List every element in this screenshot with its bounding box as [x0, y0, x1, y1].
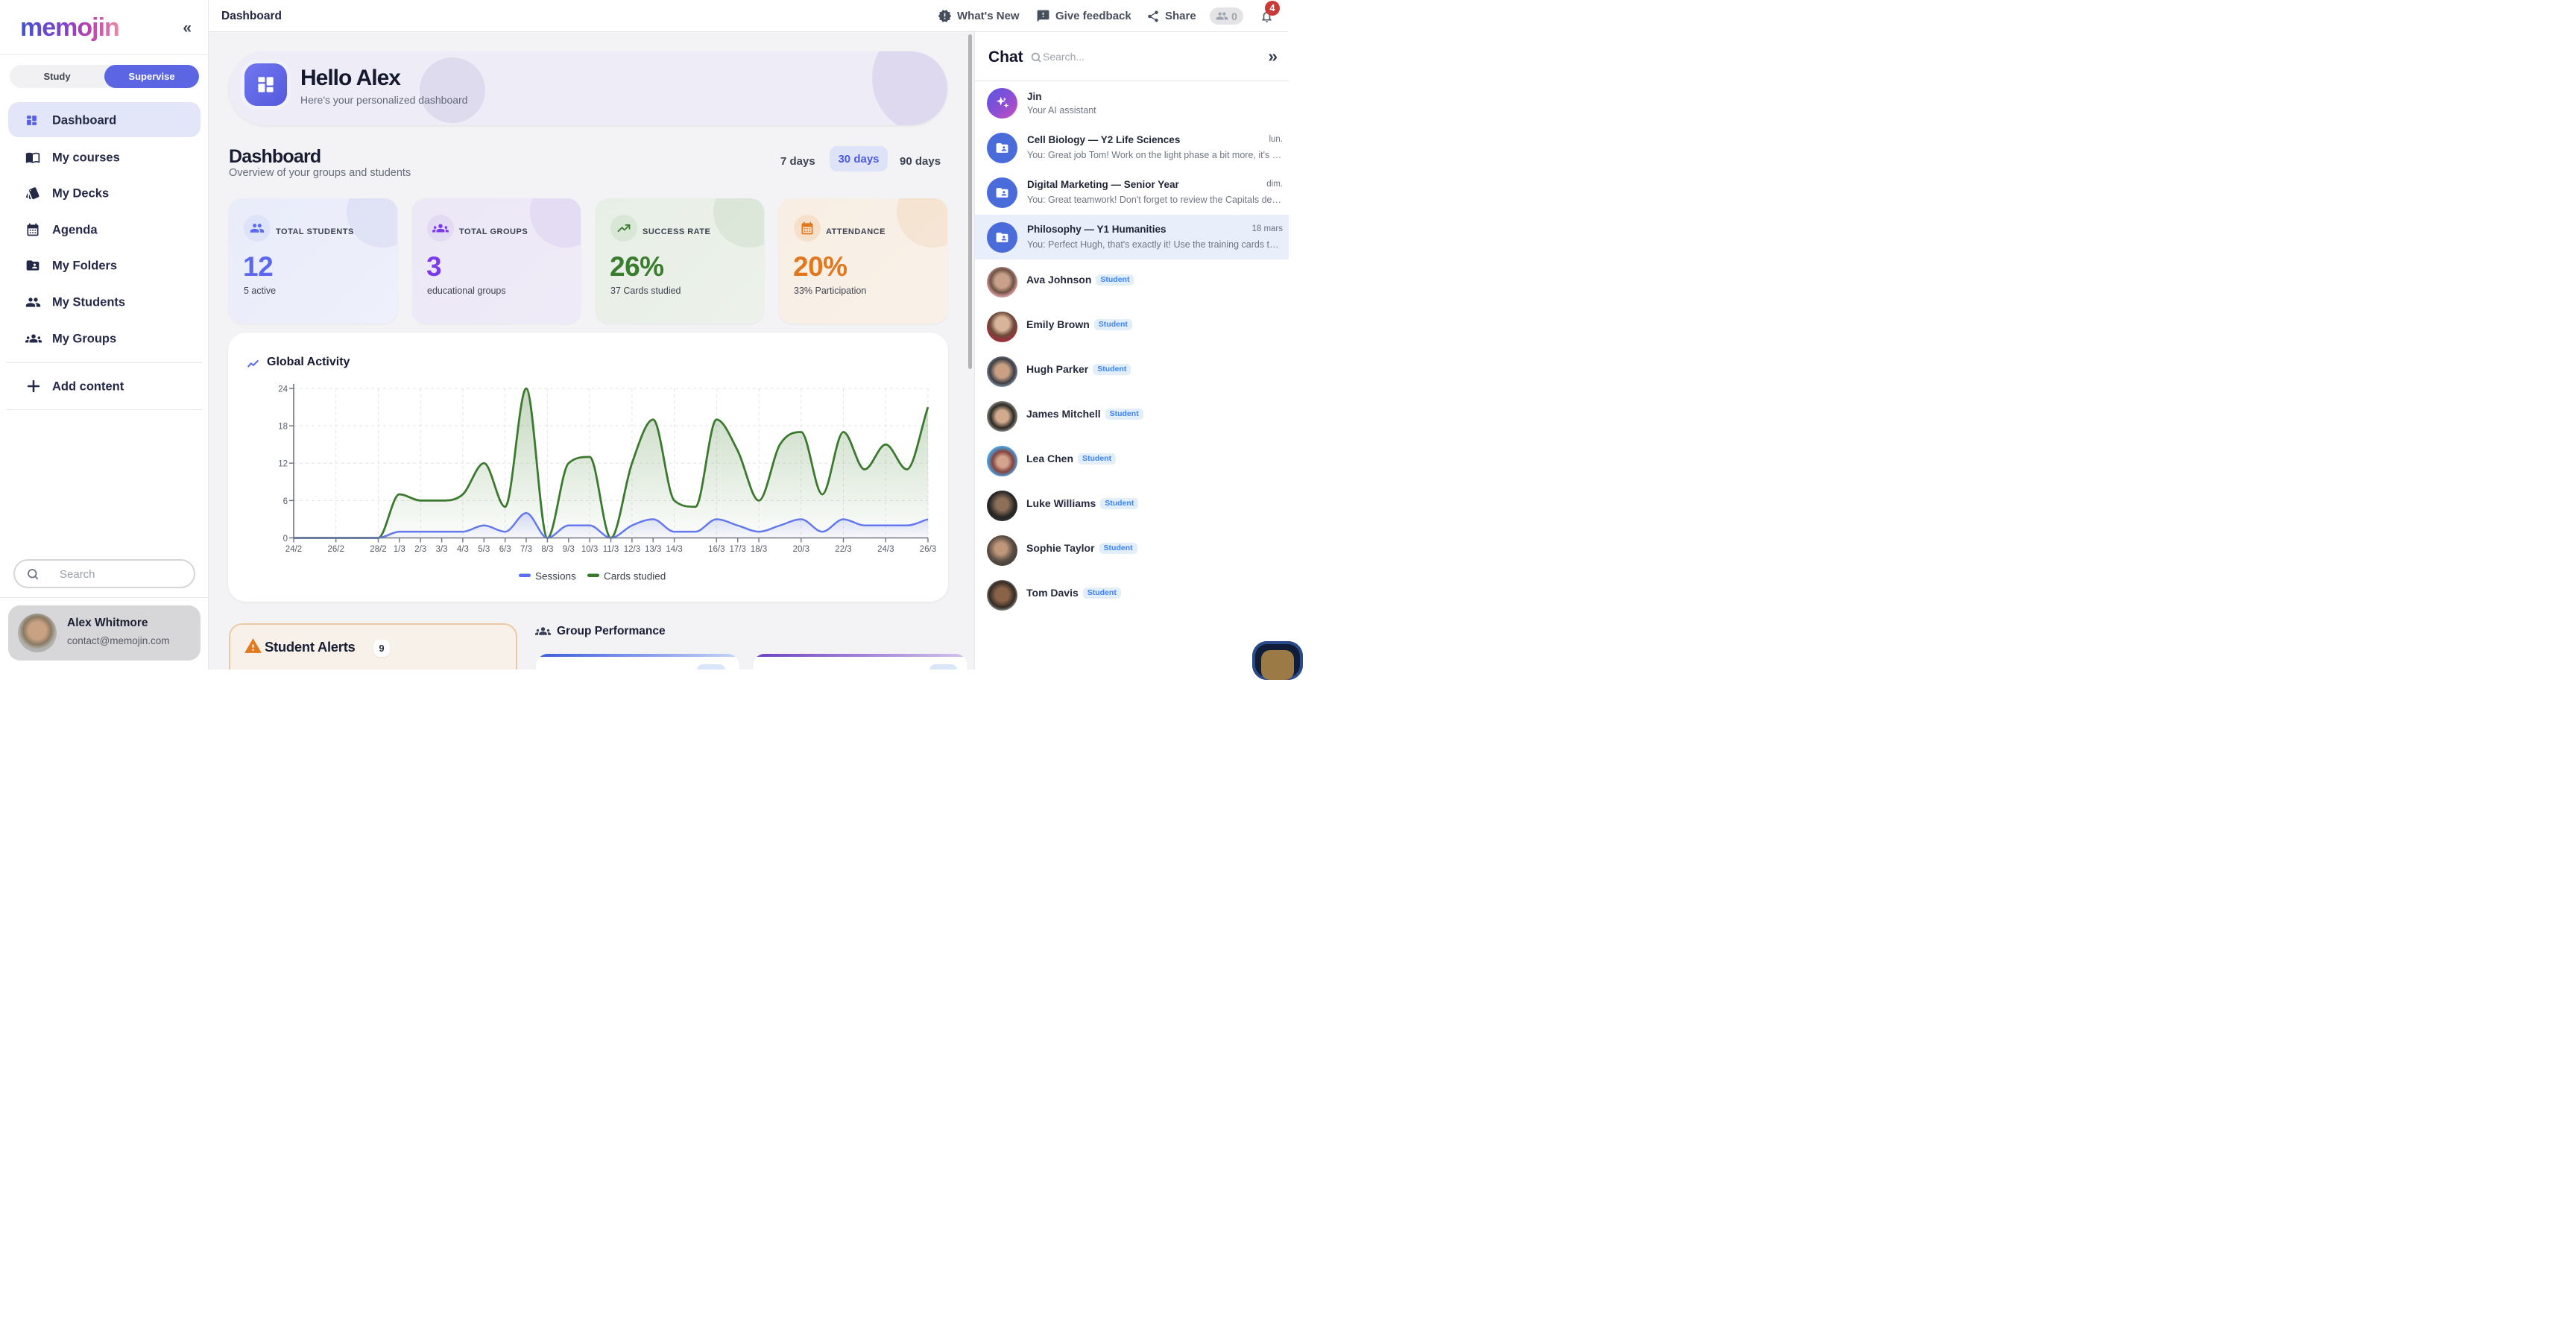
svg-text:Cards studied: Cards studied: [604, 571, 666, 582]
svg-text:28/2: 28/2: [370, 545, 386, 554]
svg-text:18: 18: [278, 423, 288, 432]
svg-text:2/3: 2/3: [414, 545, 426, 554]
svg-text:16/3: 16/3: [708, 545, 724, 554]
svg-text:12: 12: [278, 460, 288, 469]
svg-text:Sessions: Sessions: [535, 571, 576, 582]
svg-text:18/3: 18/3: [751, 545, 767, 554]
svg-text:22/3: 22/3: [835, 545, 851, 554]
svg-text:6: 6: [283, 497, 288, 506]
svg-text:4/3: 4/3: [457, 545, 469, 554]
svg-text:17/3: 17/3: [730, 545, 746, 554]
svg-text:9/3: 9/3: [563, 545, 575, 554]
svg-text:24/2: 24/2: [285, 545, 302, 554]
svg-text:26/2: 26/2: [328, 545, 344, 554]
svg-text:24/3: 24/3: [877, 545, 894, 554]
svg-text:26/3: 26/3: [920, 545, 936, 554]
svg-text:11/3: 11/3: [603, 545, 619, 554]
svg-text:13/3: 13/3: [645, 545, 661, 554]
svg-text:20/3: 20/3: [793, 545, 809, 554]
svg-text:5/3: 5/3: [478, 545, 490, 554]
svg-text:3/3: 3/3: [436, 545, 448, 554]
svg-text:8/3: 8/3: [541, 545, 553, 554]
svg-text:0: 0: [283, 535, 288, 544]
svg-text:6/3: 6/3: [499, 545, 511, 554]
svg-text:10/3: 10/3: [581, 545, 598, 554]
svg-text:7/3: 7/3: [520, 545, 532, 554]
svg-text:1/3: 1/3: [394, 545, 405, 554]
svg-text:14/3: 14/3: [666, 545, 682, 554]
svg-text:24: 24: [278, 385, 288, 394]
svg-text:12/3: 12/3: [624, 545, 640, 554]
